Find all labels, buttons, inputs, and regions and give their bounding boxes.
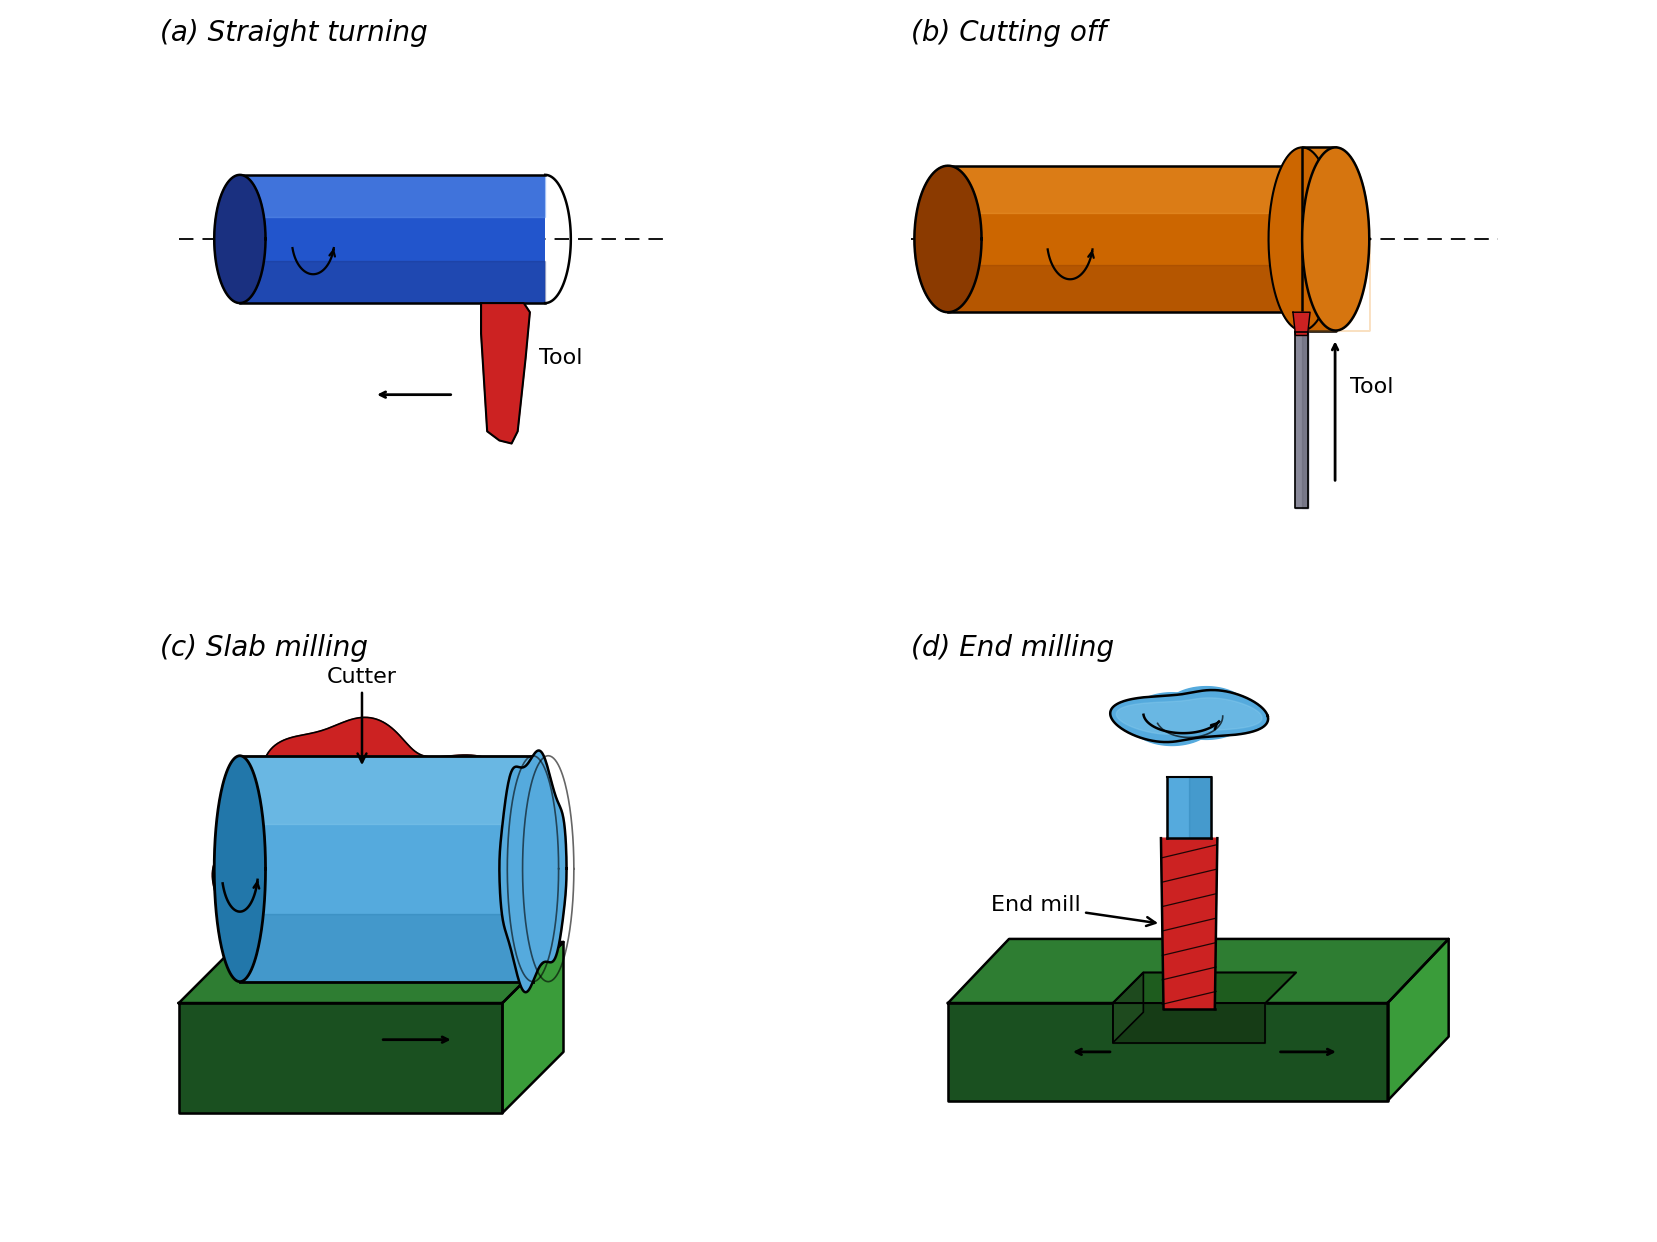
Polygon shape: [1160, 838, 1216, 1010]
Polygon shape: [1110, 691, 1268, 741]
Polygon shape: [1292, 312, 1309, 335]
Polygon shape: [212, 718, 524, 972]
Text: (b) Cutting off: (b) Cutting off: [911, 19, 1107, 47]
Polygon shape: [1387, 939, 1448, 1100]
Polygon shape: [1301, 148, 1369, 330]
Polygon shape: [240, 755, 532, 981]
Polygon shape: [179, 941, 563, 1004]
Polygon shape: [214, 175, 265, 303]
Polygon shape: [240, 261, 545, 303]
Text: (a) Straight turning: (a) Straight turning: [161, 19, 428, 47]
Polygon shape: [948, 939, 1448, 1004]
Polygon shape: [1112, 972, 1296, 1004]
Polygon shape: [1112, 1004, 1264, 1043]
Polygon shape: [1127, 693, 1215, 745]
Text: (d) End milling: (d) End milling: [911, 633, 1114, 662]
Polygon shape: [1188, 777, 1210, 838]
Polygon shape: [1167, 777, 1210, 838]
Polygon shape: [1112, 972, 1143, 1043]
Polygon shape: [240, 914, 532, 981]
Polygon shape: [1301, 148, 1336, 211]
Polygon shape: [499, 750, 567, 992]
Polygon shape: [240, 755, 532, 823]
Polygon shape: [948, 165, 1301, 312]
Polygon shape: [1301, 333, 1307, 508]
Text: Cutter: Cutter: [326, 667, 396, 763]
Polygon shape: [915, 165, 981, 312]
Text: End mill: End mill: [991, 895, 1155, 927]
Polygon shape: [948, 265, 1301, 312]
Text: Tool: Tool: [539, 348, 582, 368]
Polygon shape: [948, 1004, 1387, 1100]
Polygon shape: [214, 755, 265, 981]
Polygon shape: [1301, 148, 1336, 330]
Polygon shape: [948, 165, 1301, 214]
Polygon shape: [240, 175, 545, 303]
Polygon shape: [1162, 687, 1249, 739]
Polygon shape: [1294, 333, 1307, 508]
Text: Tool: Tool: [1349, 378, 1394, 397]
Polygon shape: [1268, 148, 1336, 330]
Polygon shape: [240, 175, 545, 216]
Polygon shape: [481, 303, 530, 443]
Polygon shape: [502, 941, 563, 1113]
Polygon shape: [179, 1004, 502, 1113]
Text: (c) Slab milling: (c) Slab milling: [161, 633, 368, 662]
Polygon shape: [1115, 698, 1261, 734]
